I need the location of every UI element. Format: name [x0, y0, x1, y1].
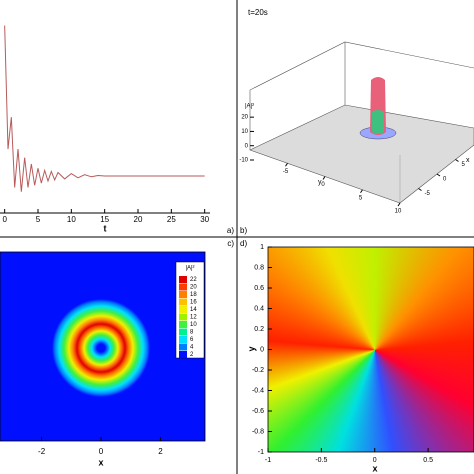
z-tick-label: 0	[245, 143, 249, 149]
line	[4, 25, 205, 192]
plot-frame	[267, 246, 474, 453]
legend-label: 20	[190, 285, 197, 291]
x-tick-label: -2	[38, 447, 46, 456]
ring-image	[0, 252, 205, 441]
y-tick-label: -0.2	[252, 367, 264, 374]
legend-label: 6	[190, 337, 194, 343]
legend-label: 18	[190, 292, 197, 298]
y-tick-label: -0.6	[252, 408, 264, 415]
y-tick	[285, 162, 288, 167]
y-tick-label: -5	[283, 169, 289, 175]
legend-swatch	[179, 351, 187, 358]
x-axis-label: x	[372, 463, 377, 473]
phase-image	[268, 247, 474, 452]
legend-swatch	[179, 336, 187, 343]
x-axis-label: t	[104, 223, 107, 233]
y-tick-label: -1	[258, 449, 264, 456]
y-tick-label: 1	[260, 244, 264, 251]
legend-label: 22	[190, 277, 197, 283]
legend-label: 4	[190, 345, 194, 351]
y-tick-label: -0.4	[252, 387, 264, 394]
y-tick	[397, 202, 401, 207]
x-tick-label: -0.5	[315, 457, 327, 464]
x-tick-label: 2	[158, 447, 163, 456]
legend-title: |A|²	[185, 266, 194, 272]
panel-label: b)	[240, 226, 247, 235]
y-tick-label: 0.4	[254, 305, 264, 312]
x-tick	[436, 173, 441, 177]
panel-label: c)	[227, 239, 234, 248]
y-tick-label: 0	[321, 182, 325, 188]
y-tick-label: 0.2	[254, 326, 264, 333]
legend-swatch	[179, 321, 187, 328]
y-tick-label: 5	[359, 195, 363, 201]
box-edge	[249, 41, 474, 150]
legend-swatch	[179, 276, 187, 283]
x-tick-label: 25	[167, 215, 176, 224]
y-tick	[322, 176, 326, 180]
x-tick-label: 0	[2, 215, 7, 224]
panel-label: d)	[240, 239, 247, 248]
title: t=20s	[248, 8, 268, 17]
x-tick-label: 5	[36, 215, 41, 224]
legend-swatch	[179, 298, 187, 306]
legend-label: 12	[190, 315, 197, 321]
z-tick-label: -10	[239, 158, 248, 164]
x-tick-label: 15	[100, 215, 109, 224]
legend-swatch	[179, 283, 187, 291]
legend-label: 8	[190, 330, 194, 336]
x-tick-label: 10	[67, 215, 76, 224]
z-tick-label: 20	[241, 115, 248, 121]
y-tick	[360, 189, 363, 194]
x-tick-label: 0	[443, 177, 447, 183]
x-tick-label: -5	[425, 191, 431, 197]
peak-low	[372, 110, 384, 134]
x-tick-label: 5	[462, 162, 466, 168]
x-tick-label: 0.5	[423, 457, 433, 464]
x-tick	[418, 188, 422, 191]
legend-swatch	[179, 343, 187, 351]
x-axis-label: x	[98, 457, 103, 467]
x-tick-label: 0	[99, 447, 104, 456]
legend-label: 2	[190, 352, 194, 358]
y-tick-label: -0.8	[252, 428, 264, 435]
panel-label: a)	[227, 226, 234, 235]
legend-swatch	[179, 313, 187, 321]
x-tick	[455, 159, 459, 162]
y-tick-label: 0	[260, 346, 264, 353]
x-tick-label: 20	[134, 215, 143, 224]
z-axis-label: |A|²	[245, 104, 254, 110]
x-tick-label: 30	[200, 215, 209, 224]
plot-frame	[0, 251, 206, 442]
y-tick-label: 0.8	[254, 264, 264, 271]
legend-label: 14	[190, 307, 197, 313]
legend-label: 16	[190, 300, 197, 306]
y-tick-label: 0.6	[254, 285, 264, 292]
x-tick-label: 0	[373, 457, 377, 464]
legend-swatch	[179, 328, 187, 336]
y-axis-label: y	[318, 179, 322, 186]
surface-floor	[249, 104, 474, 204]
y-axis-label: y	[246, 346, 256, 351]
legend-swatch	[179, 291, 187, 298]
z-tick-label: 10	[241, 129, 248, 135]
x-axis-label: x	[466, 157, 470, 164]
y-tick-label: 10	[395, 209, 402, 215]
x-tick-label: -1	[265, 457, 271, 464]
legend-label: 10	[190, 322, 197, 328]
legend-swatch	[179, 306, 187, 313]
